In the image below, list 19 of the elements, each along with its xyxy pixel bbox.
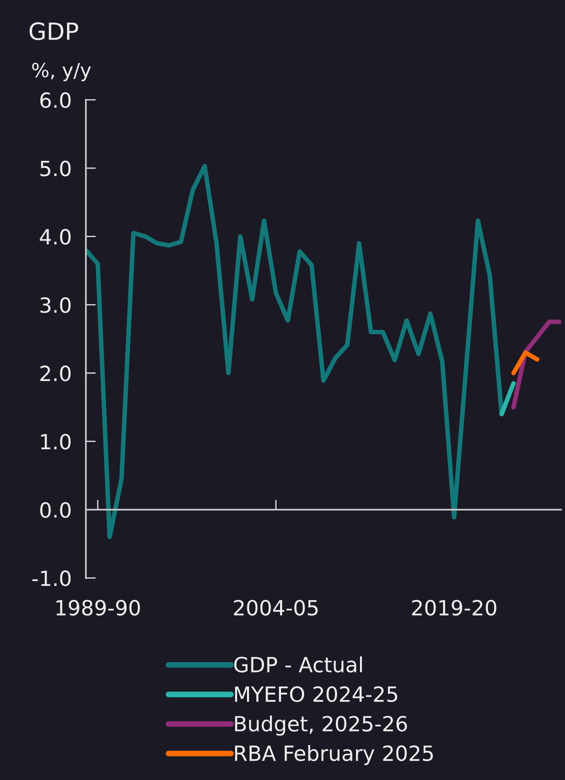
y-tick-label: 2.0 [40, 366, 71, 382]
y-axis-title: %, y/y [32, 62, 91, 82]
y-tick-label: 0.0 [40, 502, 71, 518]
y-tick-label: 4.0 [40, 228, 71, 245]
y-tick-label: 3.0 [40, 297, 71, 313]
x-tick-label: 1989-90 [56, 600, 140, 616]
x-tick-label: 2004-05 [234, 600, 318, 616]
y-tick-label: 1.0 [41, 434, 71, 450]
y-tick-label: 6.0 [40, 92, 71, 108]
y-tick-label: -1.0 [32, 570, 71, 586]
y-tick-label: 5.0 [40, 160, 71, 176]
line-series [511, 320, 562, 410]
line-series [86, 164, 504, 540]
x-tick-label: 2019-20 [412, 600, 496, 616]
legend-label: RBA February 2025 [235, 744, 433, 766]
legend-label: Budget, 2025-26 [235, 715, 407, 736]
legend-label: GDP - Actual [234, 656, 362, 672]
chart-title: GDP [30, 22, 78, 40]
legend-label: MYEFO 2024-25 [235, 686, 398, 702]
